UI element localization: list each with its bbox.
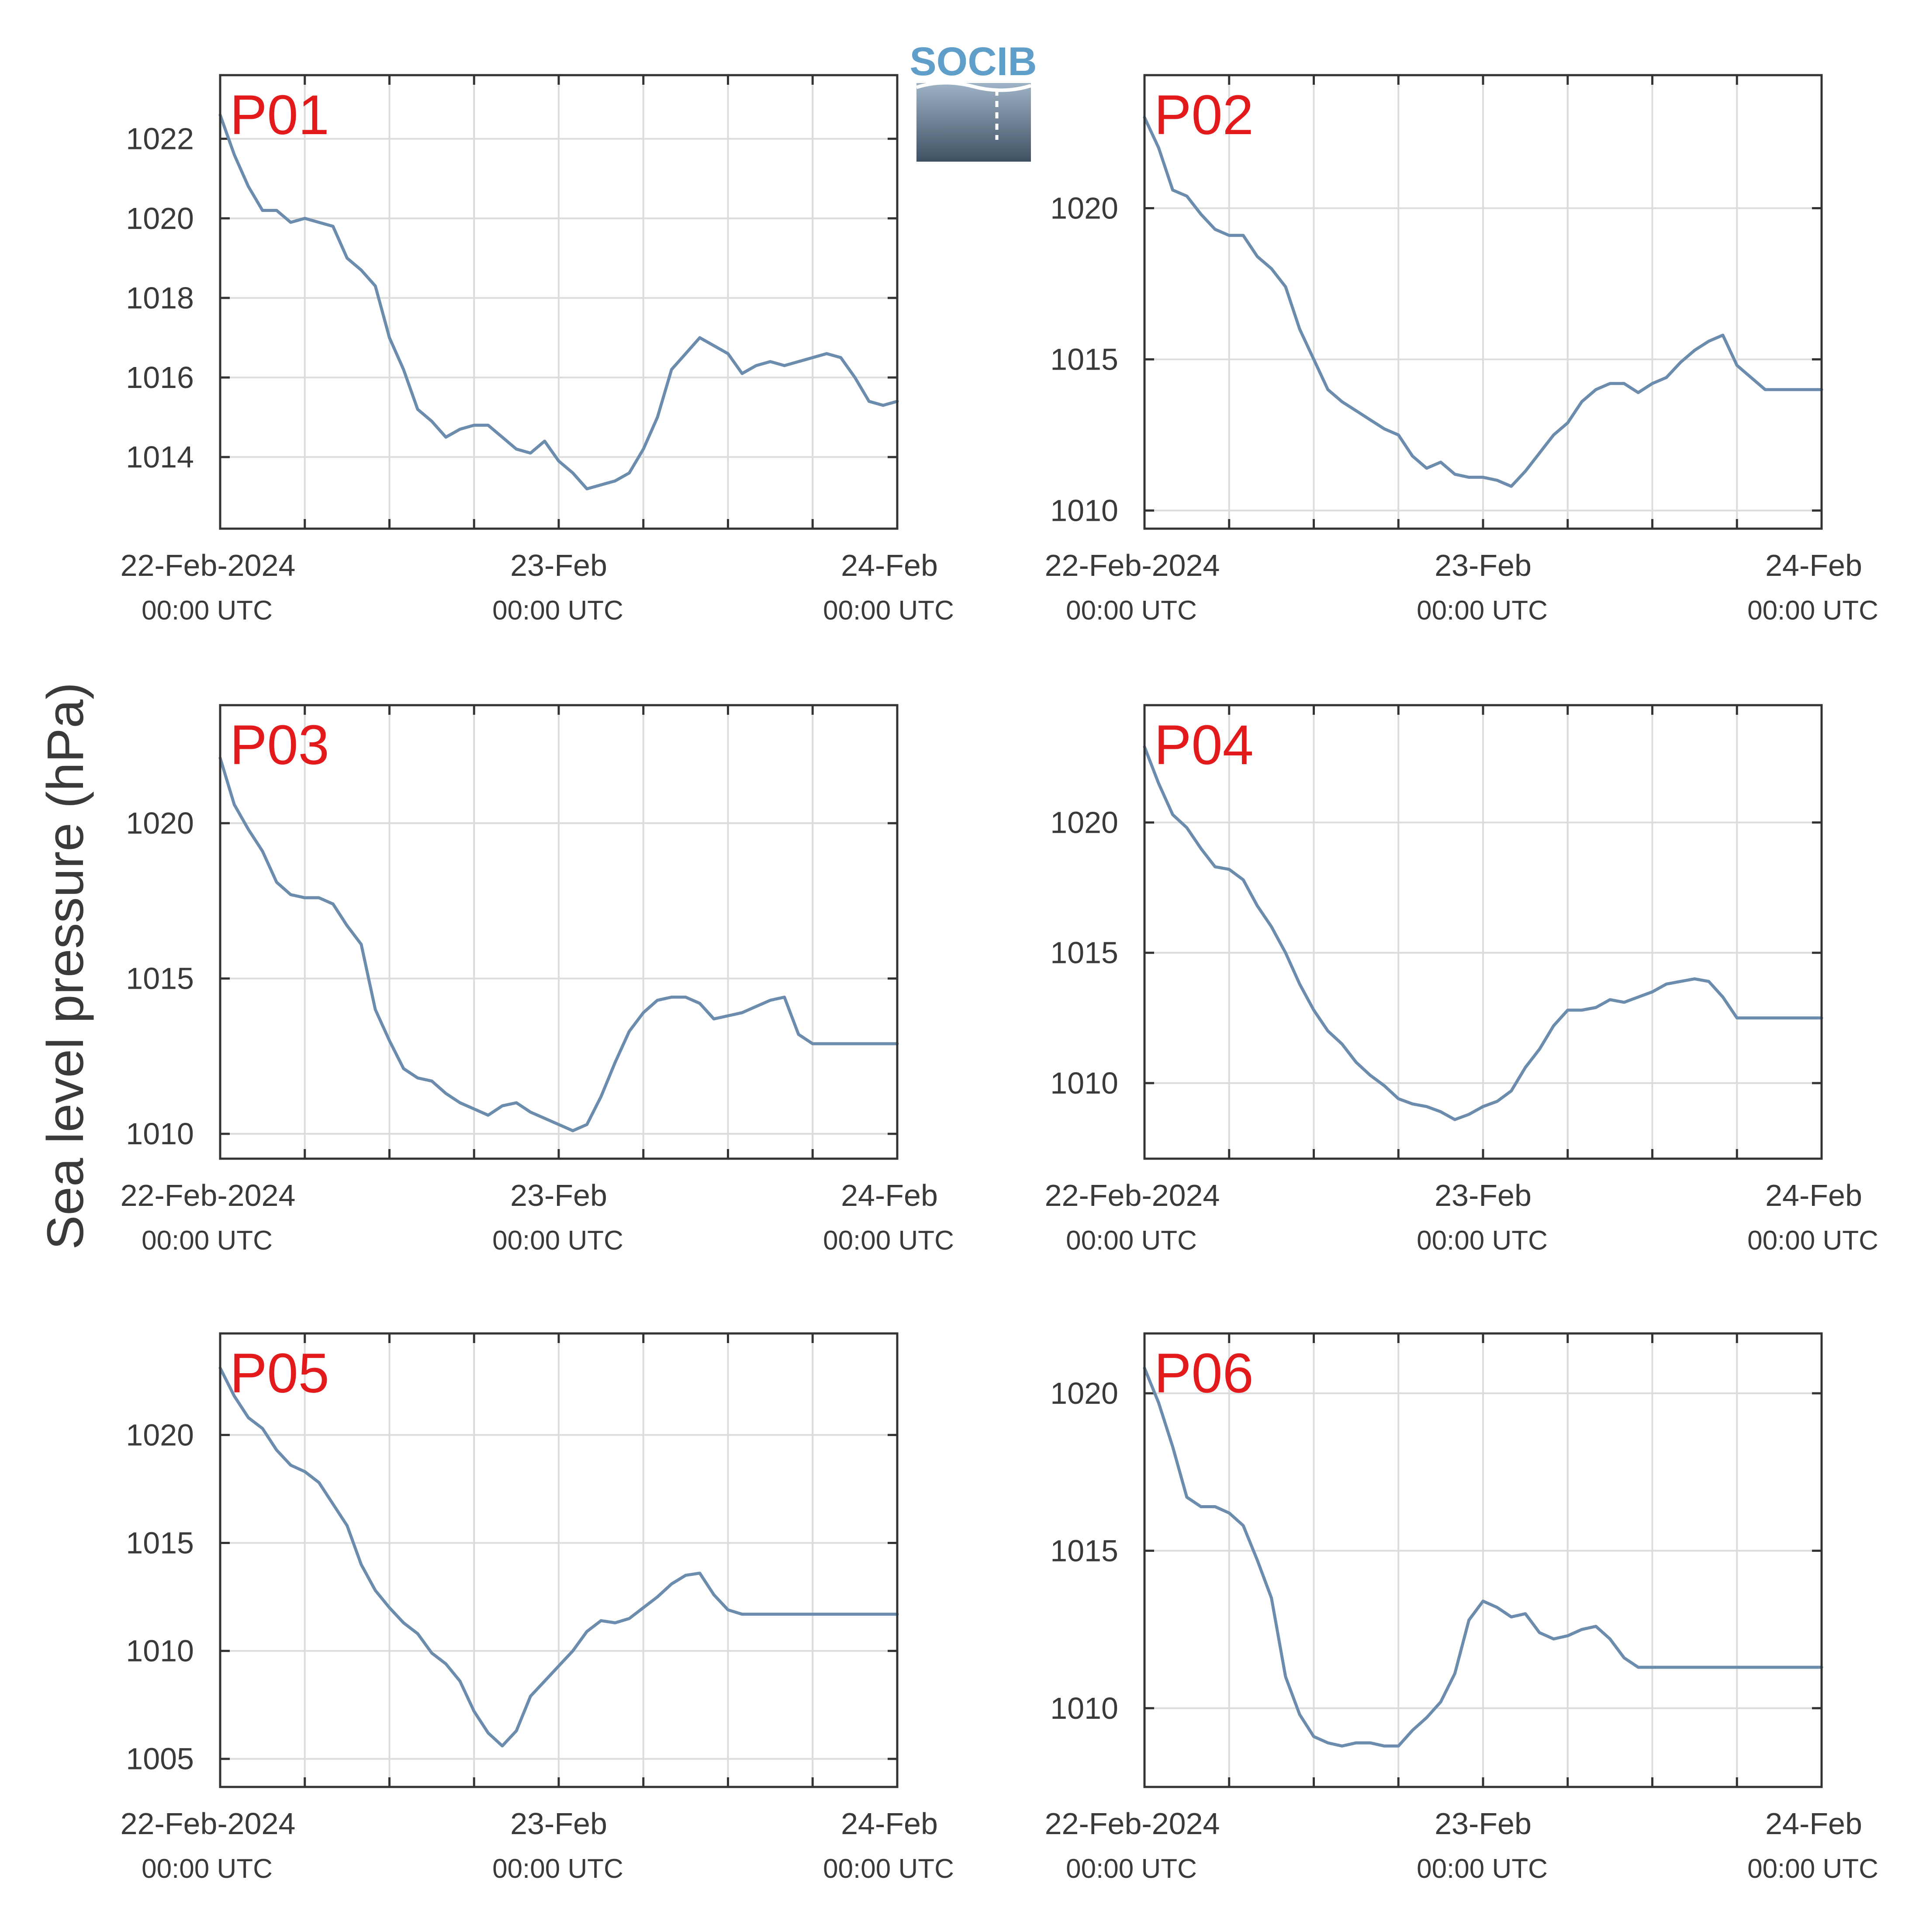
y-tick-label: 1022: [126, 122, 194, 156]
x-tick-label: 22-Feb-2024: [1045, 1178, 1220, 1212]
x-tick-sublabel: 00:00 UTC: [1747, 1854, 1878, 1884]
x-tick-label: 24-Feb: [841, 1807, 938, 1841]
x-tick-sublabel: 00:00 UTC: [1066, 1854, 1197, 1884]
y-tick-label: 1020: [126, 201, 194, 235]
y-tick-label: 1020: [1050, 805, 1118, 839]
plot-frame: [1143, 74, 1823, 530]
y-axis-label: Sea level pressure (hPa): [37, 682, 94, 1250]
x-tick-label: 22-Feb-2024: [121, 548, 296, 582]
chart-panel-p05: 1005 1010 1015 1020 P05 22-Feb-2024 00:00 UTC 2…: [121, 1332, 954, 1884]
panel-label: P05: [230, 1342, 329, 1405]
plot-frame: [219, 1332, 899, 1788]
socib-logo-waves: [916, 83, 1031, 162]
chart-panel-p04: 1010 1015 1020 P04 22-Feb-2024 00:00 UTC 23-Fe…: [1045, 704, 1878, 1256]
x-tick-label: 24-Feb: [1765, 1178, 1862, 1212]
y-tick-label: 1005: [126, 1742, 194, 1776]
y-tick-label: 1014: [126, 440, 194, 474]
x-tick-sublabel: 00:00 UTC: [1417, 1854, 1548, 1884]
x-tick-sublabel: 00:00 UTC: [142, 596, 273, 626]
pressure-series-line: [218, 1366, 899, 1748]
y-tick-label: 1020: [126, 806, 194, 840]
x-tick-label: 22-Feb-2024: [1045, 1807, 1220, 1841]
panel-label: P01: [230, 84, 329, 146]
plot-frame: [219, 74, 899, 530]
x-tick-label: 24-Feb: [1765, 1807, 1862, 1841]
y-tick-label: 1010: [126, 1117, 194, 1151]
x-tick-sublabel: 00:00 UTC: [1417, 596, 1548, 626]
plot-frame: [1143, 1332, 1823, 1788]
x-tick-sublabel: 00:00 UTC: [492, 596, 623, 626]
x-tick-sublabel: 00:00 UTC: [1747, 596, 1878, 626]
plot-frame: [1143, 704, 1823, 1160]
y-tick-label: 1015: [1050, 1534, 1118, 1568]
x-tick-label: 24-Feb: [841, 1178, 938, 1212]
x-tick-label: 23-Feb: [1435, 1807, 1532, 1841]
y-tick-label: 1015: [126, 1526, 194, 1560]
y-tick-label: 1010: [1050, 493, 1118, 527]
pressure-series-line: [218, 113, 899, 491]
y-tick-label: 1010: [1050, 1066, 1118, 1100]
y-tick-label: 1020: [126, 1418, 194, 1452]
x-tick-sublabel: 00:00 UTC: [142, 1854, 273, 1884]
chart-panel-p03: 1010 1015 1020 P03 22-Feb-2024 00:00 UTC 23-Fe…: [121, 704, 954, 1256]
x-tick-sublabel: 00:00 UTC: [492, 1854, 623, 1884]
panel-label: P06: [1154, 1342, 1254, 1405]
x-tick-label: 23-Feb: [510, 548, 607, 582]
socib-logo: SOCIB: [909, 39, 1037, 162]
y-tick-label: 1016: [126, 360, 194, 395]
y-tick-label: 1018: [126, 281, 194, 315]
panel-label: P03: [230, 714, 329, 776]
panel-label: P02: [1154, 84, 1254, 146]
socib-logo-text: SOCIB: [909, 39, 1037, 84]
socib-logo-wave-line: [916, 81, 1032, 92]
x-tick-label: 24-Feb: [1765, 548, 1862, 582]
pressure-series-line: [1143, 745, 1823, 1121]
x-tick-sublabel: 00:00 UTC: [1066, 596, 1197, 626]
x-tick-sublabel: 00:00 UTC: [1747, 1226, 1878, 1256]
pressure-series-line: [1143, 116, 1823, 488]
x-tick-label: 23-Feb: [510, 1807, 607, 1841]
x-tick-label: 22-Feb-2024: [1045, 548, 1220, 582]
pressure-series-line: [1143, 1366, 1823, 1748]
x-tick-sublabel: 00:00 UTC: [823, 596, 954, 626]
panel-label: P04: [1154, 714, 1254, 776]
plot-frame: [219, 704, 899, 1160]
x-tick-label: 23-Feb: [510, 1178, 607, 1212]
x-tick-sublabel: 00:00 UTC: [1417, 1226, 1548, 1256]
x-tick-sublabel: 00:00 UTC: [823, 1226, 954, 1256]
x-tick-label: 24-Feb: [841, 548, 938, 582]
x-tick-sublabel: 00:00 UTC: [492, 1226, 623, 1256]
chart-panel-p06: 1010 1015 1020 P06 22-Feb-2024 00:00 UTC 23-Fe…: [1045, 1332, 1878, 1884]
y-tick-label: 1015: [1050, 342, 1118, 376]
y-tick-label: 1015: [1050, 936, 1118, 970]
x-tick-label: 23-Feb: [1435, 1178, 1532, 1212]
x-tick-sublabel: 00:00 UTC: [823, 1854, 954, 1884]
chart-panel-p01: 1014 1016 1018 1020 1022 P01 22-Feb-2024 00:00 …: [121, 74, 954, 626]
y-tick-label: 1010: [1050, 1691, 1118, 1725]
x-tick-label: 23-Feb: [1435, 548, 1532, 582]
chart-panel-p02: 1010 1015 1020 P02 22-Feb-2024 00:00 UTC 23-Fe…: [1045, 74, 1878, 626]
y-tick-label: 1020: [1050, 191, 1118, 225]
x-tick-sublabel: 00:00 UTC: [142, 1226, 273, 1256]
pressure-series-line: [218, 756, 899, 1132]
y-tick-label: 1020: [1050, 1376, 1118, 1410]
x-tick-sublabel: 00:00 UTC: [1066, 1226, 1197, 1256]
y-tick-label: 1010: [126, 1634, 194, 1668]
y-tick-label: 1015: [126, 962, 194, 996]
x-tick-label: 22-Feb-2024: [121, 1807, 296, 1841]
x-tick-label: 22-Feb-2024: [121, 1178, 296, 1212]
